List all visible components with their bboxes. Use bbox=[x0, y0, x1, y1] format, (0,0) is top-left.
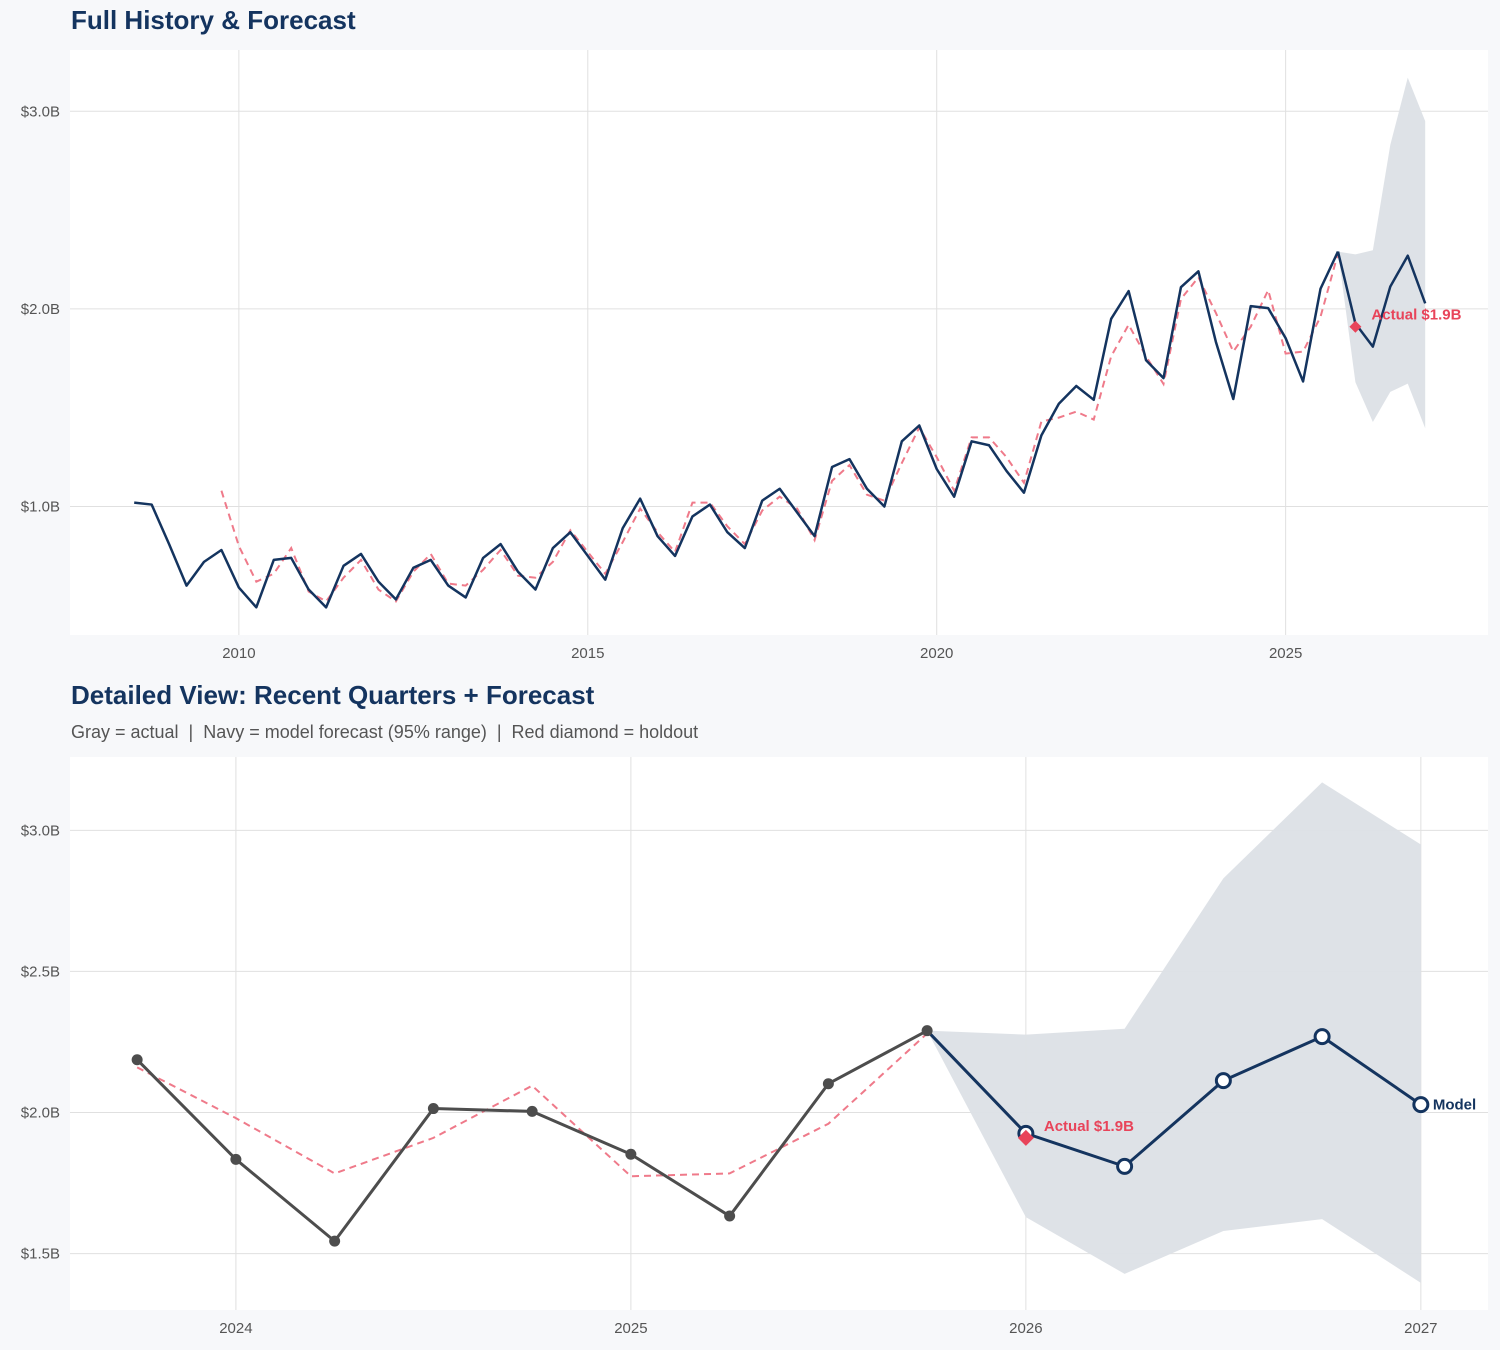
actual-point bbox=[724, 1210, 736, 1222]
actual-point bbox=[230, 1153, 242, 1165]
x-tick-label: 2025 bbox=[1269, 645, 1302, 662]
forecast-point bbox=[1313, 1028, 1331, 1046]
forecast-point bbox=[1116, 1157, 1134, 1175]
forecast-95-band bbox=[1337, 77, 1426, 429]
x-tick-label: 2025 bbox=[614, 1320, 647, 1337]
x-tick-label: 2024 bbox=[219, 1320, 252, 1337]
x-tick-label: 2015 bbox=[571, 645, 604, 662]
plot-panel bbox=[70, 50, 1488, 635]
holdout-label: Actual $1.9B bbox=[1371, 307, 1461, 324]
y-tick-label: $2.0B bbox=[21, 1105, 60, 1122]
actual-point bbox=[329, 1235, 341, 1247]
actual-point bbox=[625, 1148, 637, 1160]
forecast-95-band bbox=[927, 782, 1421, 1283]
model-end-label: Model bbox=[1433, 1097, 1476, 1114]
x-tick-label: 2026 bbox=[1009, 1320, 1042, 1337]
forecast-point bbox=[1412, 1096, 1430, 1114]
holdout-label: Actual $1.9B bbox=[1044, 1118, 1134, 1135]
x-tick-label: 2027 bbox=[1404, 1320, 1437, 1337]
y-tick-label: $3.0B bbox=[21, 822, 60, 839]
y-tick-label: $1.5B bbox=[21, 1246, 60, 1263]
holdout-diamond bbox=[1349, 320, 1362, 333]
holdout-diamond bbox=[1017, 1129, 1034, 1146]
y-tick-label: $2.5B bbox=[21, 963, 60, 980]
x-tick-label: 2020 bbox=[920, 645, 953, 662]
actual-point bbox=[526, 1105, 538, 1117]
forecast-line bbox=[926, 1029, 1422, 1168]
fitted-line bbox=[220, 253, 1339, 603]
actual-point bbox=[131, 1054, 143, 1066]
y-tick-label: $1.0B bbox=[21, 499, 60, 516]
bottom-chart-title: Detailed View: Recent Quarters + Forecas… bbox=[71, 680, 595, 710]
chart-0: $1.0B $2.0B $3.0B 2010 2015 2020 2025 Actual $1… bbox=[21, 50, 1488, 662]
top-chart-title: Full History & Forecast bbox=[71, 5, 356, 35]
y-tick-label: $3.0B bbox=[21, 103, 60, 120]
y-tick-label: $2.0B bbox=[21, 301, 60, 318]
actual-point bbox=[822, 1078, 834, 1090]
actual-point bbox=[921, 1025, 933, 1037]
forecast-line bbox=[1336, 251, 1427, 348]
x-tick-label: 2010 bbox=[222, 645, 255, 662]
forecast-point bbox=[1214, 1072, 1232, 1090]
bottom-chart-subtitle: Gray = actual | Navy = model forecast (9… bbox=[71, 722, 699, 742]
chart-1: $1.5B $2.0B $2.5B $3.0B 2024 2025 2026 2027 Mode… bbox=[21, 757, 1488, 1337]
actual-line bbox=[134, 251, 1340, 609]
actual-point bbox=[427, 1103, 439, 1115]
fitted-line bbox=[136, 1032, 928, 1178]
